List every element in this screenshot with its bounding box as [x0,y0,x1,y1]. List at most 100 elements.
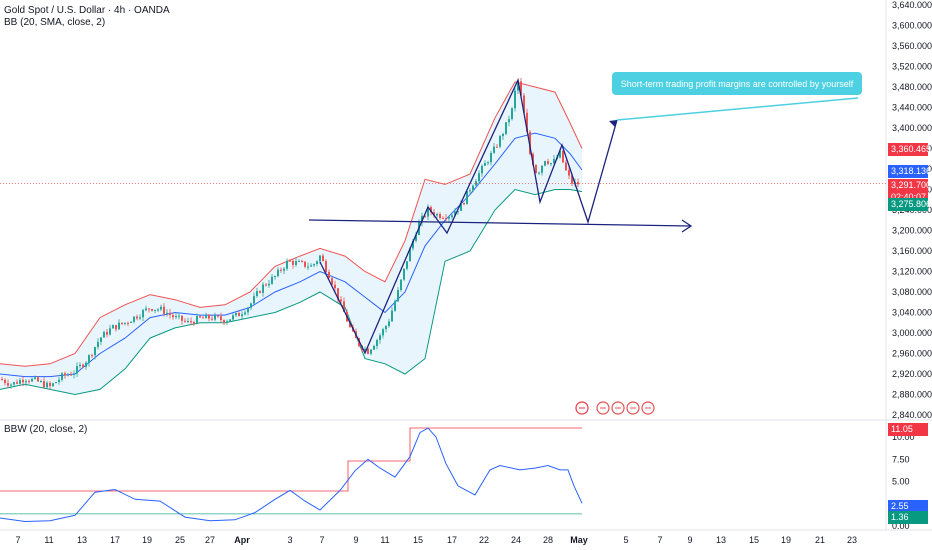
candle-body [439,214,441,219]
time-tick-label: 17 [110,535,120,545]
candle-body [40,381,42,382]
candle-body [550,163,552,165]
time-tick-label: 5 [623,535,628,545]
candle-body [199,316,201,318]
candle-body [211,318,213,320]
candle-body [280,269,282,271]
time-tick-label: 15 [413,535,423,545]
candle-body [94,347,96,356]
candle-body [376,340,378,346]
candle-body [304,261,306,267]
candle-body [181,315,183,321]
candle-body [49,382,51,387]
bb-indicator-label[interactable]: BB (20, SMA, close, 2) [4,17,106,28]
candle-body [196,316,198,324]
candle-body [73,373,75,375]
price-tick-label: 3,120.000 [892,267,932,277]
candle-body [544,161,546,166]
candle-body [244,312,246,315]
candle-body [391,310,393,322]
candle-body [469,190,471,192]
candle-body [115,325,117,330]
candle-body [301,261,303,262]
candle-body [67,374,69,376]
candle-body [223,320,225,323]
annotation-text[interactable]: Short-term trading profit margins are co… [621,79,854,89]
candle-body [334,284,336,289]
support-arrowhead [681,219,693,233]
candle-body [160,306,162,310]
candle-body [298,261,300,262]
candle-body [88,355,90,363]
candle-body [55,382,57,384]
candle-body [139,317,141,319]
price-tick-label: 3,480.000 [892,82,932,92]
candle-body [190,321,192,323]
candle-body [166,312,168,314]
candle-body [169,312,171,315]
symbol-title[interactable]: Gold Spot / U.S. Dollar · 4h · OANDA [4,5,170,16]
candle-body [535,164,537,173]
candle-body [379,335,381,340]
candle-body [1,379,3,381]
candle-body [442,218,444,220]
candle-body [541,165,543,173]
time-tick-label: 19 [142,535,152,545]
price-tick-label: 3,640.000 [892,0,932,10]
candle-body [316,261,318,264]
candle-body [31,378,33,382]
candle-body [457,210,459,212]
bb-basis-line [0,132,583,378]
candle-body [109,328,111,335]
candle-body [514,90,516,109]
candle-body [577,182,579,185]
candle-body [283,268,285,271]
bbw-tick-label: 0.00 [892,521,910,531]
candle-body [172,315,174,318]
time-tick-label: 15 [749,535,759,545]
candle-body [532,153,534,165]
time-tick-label: 7 [657,535,662,545]
price-tick-label: 2,920.000 [892,369,932,379]
bbw-tick-label: 7.50 [892,454,910,464]
candle-body [415,235,417,241]
candle-body [385,326,387,330]
upper-band-tag: 3,360.465 [888,143,931,156]
band-fill [0,81,582,395]
bbw-indicator-label[interactable]: BBW (20, close, 2) [4,424,88,435]
candle-body [388,321,390,326]
time-tick-label: 23 [847,535,857,545]
candle-body [7,383,9,386]
candle-body [163,306,165,314]
candle-body [70,374,72,376]
price-tick-label: 3,560.000 [892,41,932,51]
candle-body [133,316,135,322]
candle-body [526,112,528,132]
candle-body [364,348,366,351]
candle-body [448,216,450,219]
candle-body [331,278,333,285]
candle-body [262,284,264,293]
candle-body [529,131,531,154]
candle-body [475,181,477,186]
candle-body [472,185,474,191]
candle-body [277,269,279,276]
candle-body [322,255,324,262]
candle-body [256,291,258,296]
candle-body [193,322,195,324]
candle-body [337,288,339,300]
candle-body [61,373,63,380]
bbw-current-tag: 2.55 [888,500,928,513]
candle-body [52,383,54,387]
candle-body [433,212,435,216]
candle-body [235,313,237,316]
time-tick-label: Apr [234,535,250,545]
candle-body [4,380,6,383]
candle-body [106,331,108,335]
annotation-connector [616,97,859,121]
time-tick-label: 13 [77,535,87,545]
candle-body [397,290,399,302]
candle-body [328,272,330,279]
candle-body [202,317,204,319]
